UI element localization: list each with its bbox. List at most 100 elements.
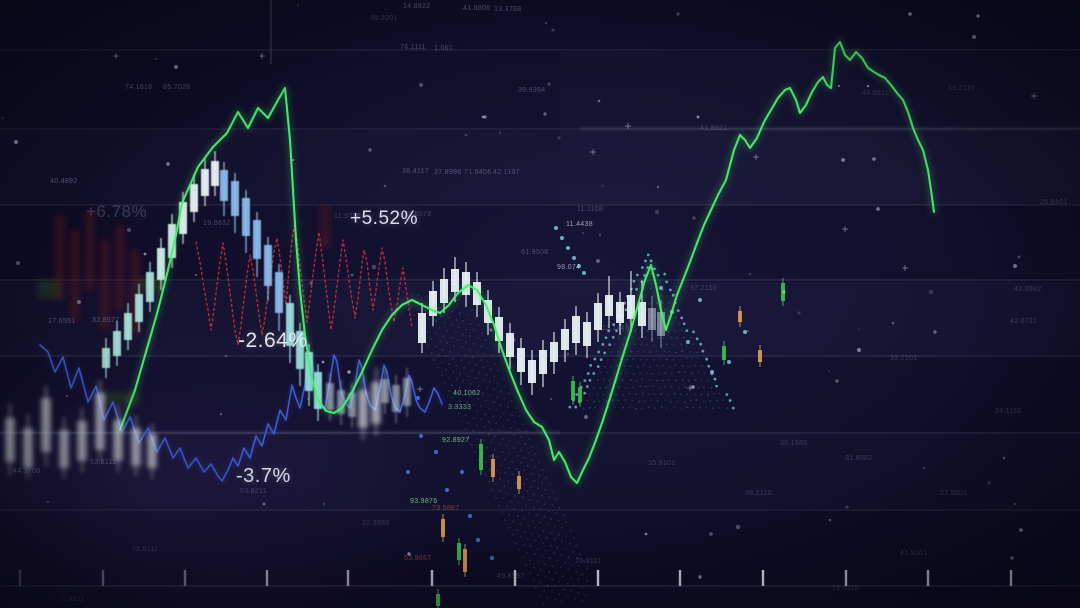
- cloud-dot: [460, 359, 463, 362]
- cloud-dot: [536, 500, 539, 503]
- cloud-dot: [430, 352, 433, 354]
- cloud-dot: [461, 333, 464, 336]
- cloud-dot: [473, 329, 476, 332]
- cloud-dot: [464, 428, 467, 431]
- cloud-dot: [665, 407, 668, 410]
- cloud-dot: [706, 393, 709, 396]
- cloud-dot: [685, 344, 688, 347]
- cloud-dot: [656, 350, 659, 353]
- cloud-dot: [507, 479, 509, 482]
- particle: [322, 502, 326, 506]
- cloud-dot: [496, 382, 499, 385]
- particle: [77, 300, 81, 304]
- cloud-dot: [560, 566, 563, 569]
- candle-body: [211, 161, 219, 186]
- cloud-dot: [533, 579, 535, 582]
- bg-red-candle: [115, 225, 125, 310]
- cloud-dot: [586, 372, 590, 375]
- cloud-dot: [488, 407, 491, 410]
- cloud-dot: [633, 343, 636, 346]
- cloud-dot: [466, 313, 468, 316]
- cloud-dot: [467, 422, 470, 425]
- candle-body: [561, 329, 569, 350]
- particle: [347, 370, 351, 374]
- cloud-dot: [682, 322, 686, 326]
- cloud-dot: [586, 580, 589, 582]
- small-green-candle: [457, 543, 461, 560]
- cloud-dot: [615, 329, 618, 333]
- cloud-dot: [695, 337, 699, 341]
- cloud-dot: [651, 372, 654, 375]
- cloud-dot: [537, 548, 539, 551]
- cloud-dot: [544, 549, 547, 552]
- cloud-dot: [643, 350, 646, 353]
- candle-body: [403, 378, 411, 406]
- cloud-dot: [469, 395, 471, 398]
- cloud-dot: [674, 316, 677, 319]
- cloud-dot: [481, 392, 484, 395]
- particle: [1012, 263, 1018, 269]
- cloud-dot: [471, 355, 474, 358]
- axis-tick: [265, 570, 269, 586]
- cloud-dot: [507, 527, 510, 529]
- cloud-dot: [571, 551, 574, 553]
- cloud-dot: [663, 350, 666, 353]
- cloud-dot: [644, 385, 647, 388]
- cloud-dot: [664, 308, 667, 311]
- cloud-dot: [472, 403, 475, 406]
- cloud-dot: [639, 385, 642, 388]
- cloud-dot: [674, 364, 677, 367]
- cloud-dot: [624, 308, 628, 312]
- particle: [709, 532, 713, 536]
- cloud-dot: [625, 372, 628, 375]
- cloud-dot: [618, 386, 621, 389]
- bright-cyan-dot: [698, 298, 702, 302]
- cloud-dot: [645, 358, 648, 361]
- cloud-dot: [488, 380, 491, 383]
- cloud-dot: [653, 407, 656, 410]
- cloud-dot: [636, 365, 639, 368]
- cloud-dot: [480, 359, 482, 361]
- cloud-dot: [526, 538, 529, 541]
- cloud-dot: [514, 542, 517, 545]
- cloud-dot: [476, 410, 479, 413]
- cloud-dot: [533, 553, 536, 556]
- cloud-dot: [635, 379, 638, 382]
- small-orange-candle: [441, 519, 445, 537]
- cloud-dot: [575, 570, 578, 573]
- cloud-dot: [475, 351, 478, 353]
- cloud-dot: [593, 357, 597, 361]
- candle-body: [41, 398, 51, 452]
- cloud-dot: [504, 385, 507, 388]
- candle-body: [113, 331, 121, 356]
- cloud-dot: [523, 469, 526, 472]
- particle: [582, 232, 584, 234]
- cloud-dot: [488, 480, 491, 483]
- cloud-dot: [681, 379, 684, 382]
- cloud-dot: [626, 358, 629, 361]
- axis-tick: [101, 570, 105, 586]
- cloud-dot: [526, 464, 529, 467]
- cloud-dot: [652, 344, 655, 347]
- cloud-dot: [668, 288, 672, 292]
- cloud-dot: [699, 342, 703, 346]
- cloud-dot: [511, 473, 514, 476]
- axis-tick: [926, 570, 930, 586]
- cloud-dot: [482, 379, 485, 382]
- cloud-dot: [537, 487, 540, 490]
- cloud-dot: [624, 386, 627, 389]
- cloud-dot: [427, 344, 430, 347]
- cloud-dot: [628, 392, 631, 395]
- candle-body: [131, 428, 141, 466]
- cloud-dot: [654, 330, 657, 333]
- cloud-dot: [435, 332, 438, 335]
- blue-dot: [459, 469, 465, 475]
- candle-body: [231, 181, 239, 216]
- particle: [418, 82, 424, 88]
- cloud-dot: [493, 448, 496, 451]
- candle: [253, 212, 261, 277]
- particle: [277, 477, 279, 479]
- particle: [749, 273, 751, 275]
- small-green-candle: [479, 444, 483, 470]
- candle-body: [381, 379, 389, 403]
